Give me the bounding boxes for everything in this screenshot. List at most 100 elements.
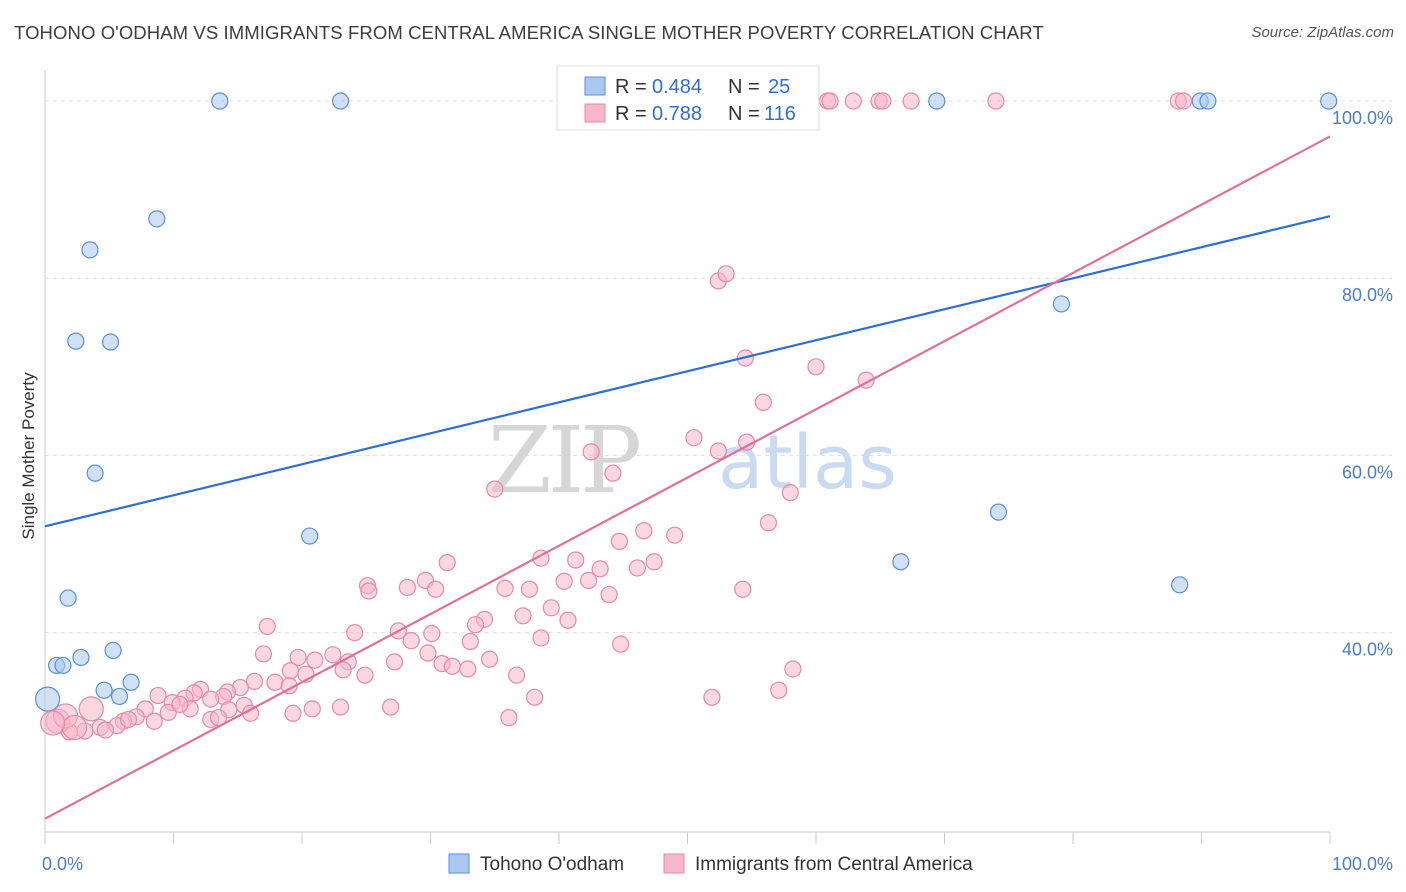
immigrants-point-52 xyxy=(532,629,550,647)
tohono-point-16 xyxy=(59,589,77,607)
tohono-point-23 xyxy=(110,687,129,706)
legend-n-value-1: 25 xyxy=(768,76,790,98)
immigrants-point-86 xyxy=(703,688,721,706)
immigrants-point-29 xyxy=(438,554,456,572)
tohono-point-5 xyxy=(1320,92,1338,110)
tohono-point-24 xyxy=(34,686,61,712)
immigrants-point-85 xyxy=(525,688,544,706)
immigrants-point-60 xyxy=(306,651,324,669)
legend-n-value-2: 116 xyxy=(764,103,796,125)
immigrants-point-111 xyxy=(40,710,66,736)
tohono-point-15 xyxy=(1171,576,1189,594)
immigrants-point-32 xyxy=(555,572,573,590)
bottom-legend-swatch-1 xyxy=(448,853,470,874)
tohono-point-17 xyxy=(72,648,90,667)
immigrants-point-67 xyxy=(459,660,477,678)
immigrants-point-114 xyxy=(119,710,138,729)
tohono-point-6 xyxy=(148,210,166,228)
y-axis-ticks: 40.0% 60.0% 80.0% 100.0% xyxy=(1332,108,1393,660)
immigrants-point-42 xyxy=(360,582,378,600)
chart-title: TOHONO O'ODHAM VS IMMIGRANTS FROM CENTRA… xyxy=(14,22,1044,43)
correlation-legend: R = 0.484 N = 25 R = 0.788 N = 116 xyxy=(556,65,820,131)
bottom-legend-label-1: Tohono O'odham xyxy=(480,854,624,875)
immigrants-point-28 xyxy=(645,553,663,571)
tohono-point-11 xyxy=(86,464,104,482)
immigrants-point-100 xyxy=(145,712,163,730)
series-legend: Tohono O'odham Immigrants from Central A… xyxy=(448,853,973,875)
immigrants-point-65 xyxy=(443,657,461,675)
x-axis-ticks: 0.0% 100.0% xyxy=(42,854,1393,874)
immigrants-point-110 xyxy=(61,714,88,741)
legend-r-value-1: 0.484 xyxy=(652,76,702,98)
immigrants-point-62 xyxy=(385,653,404,671)
immigrants-point-1 xyxy=(821,92,839,110)
immigrants-point-57 xyxy=(254,645,273,663)
source-label: Source: ZipAtlas.com xyxy=(1251,24,1394,41)
watermark-zip: ZIP xyxy=(488,407,639,514)
tohono-point-21 xyxy=(122,673,140,691)
immigrants-point-53 xyxy=(402,632,420,650)
bottom-legend-label-2: Immigrants from Central America xyxy=(695,854,973,875)
immigrants-point-112 xyxy=(78,696,104,722)
immigrants-point-44 xyxy=(514,607,532,625)
immigrants-point-51 xyxy=(423,624,441,643)
legend-n-label-2: N = xyxy=(728,103,760,125)
immigrants-point-54 xyxy=(461,632,479,651)
trend-lines xyxy=(44,135,1331,820)
immigrants-point-27 xyxy=(567,551,585,569)
immigrants-point-61 xyxy=(481,650,499,668)
immigrants-point-31 xyxy=(591,560,609,578)
immigrants-point-55 xyxy=(612,635,630,653)
tohono-point-20 xyxy=(54,656,72,675)
legend-r-label-2: R = xyxy=(615,103,647,125)
immigrants-point-18 xyxy=(582,443,600,461)
x-tick-label-1: 100.0% xyxy=(1332,854,1393,874)
tohono-point-10 xyxy=(1052,295,1071,313)
legend-r-label-1: R = xyxy=(615,76,647,98)
bottom-legend-swatch-2 xyxy=(663,853,685,874)
tohono-point-9 xyxy=(101,333,120,351)
immigrants-point-20 xyxy=(486,480,504,498)
tohono-point-2 xyxy=(928,92,946,110)
immigrants-point-72 xyxy=(784,660,802,678)
immigrants-point-39 xyxy=(520,580,539,598)
immigrants-point-80 xyxy=(770,681,788,699)
immigrants-point-81 xyxy=(149,686,167,705)
immigrants-point-113 xyxy=(96,721,114,739)
immigrants-point-47 xyxy=(466,616,485,634)
immigrants-point-5 xyxy=(902,92,920,110)
immigrants-point-12 xyxy=(807,358,825,376)
tohono-point-14 xyxy=(892,553,910,571)
immigrants-point-48 xyxy=(258,617,276,636)
immigrants-point-10 xyxy=(717,265,735,283)
immigrants-point-115 xyxy=(171,695,189,714)
immigrants-point-4 xyxy=(874,92,892,110)
grid-lines xyxy=(45,100,1392,634)
tohono-point-13 xyxy=(989,503,1008,521)
immigrants-point-91 xyxy=(303,700,321,718)
tohono-point-7 xyxy=(81,241,99,259)
tohono-point-0 xyxy=(211,92,229,110)
tohono-point-4 xyxy=(1199,92,1217,110)
watermark-atlas: atlas xyxy=(718,420,897,506)
immigrants-point-6 xyxy=(987,92,1005,110)
tohono-point-22 xyxy=(95,681,113,699)
immigrants-point-74 xyxy=(266,673,284,691)
y-tick-label-1: 60.0% xyxy=(1342,462,1393,482)
immigrants-point-38 xyxy=(496,579,514,597)
immigrants-point-2 xyxy=(844,92,862,110)
immigrants-point-14 xyxy=(754,393,772,411)
immigrants-point-22 xyxy=(759,514,778,532)
immigrants-point-66 xyxy=(334,661,352,679)
immigrants-point-56 xyxy=(419,644,437,662)
immigrants-point-36 xyxy=(398,578,416,597)
immigrants-point-93 xyxy=(382,698,400,716)
immigrants-point-8 xyxy=(1174,92,1193,110)
immigrants-point-23 xyxy=(635,522,653,540)
y-tick-label-3: 100.0% xyxy=(1332,108,1393,128)
x-tick-label-0: 0.0% xyxy=(42,854,83,874)
series-immigrants-central-america xyxy=(40,92,1193,741)
immigrants-point-45 xyxy=(559,611,577,629)
immigrants-point-43 xyxy=(542,599,560,617)
